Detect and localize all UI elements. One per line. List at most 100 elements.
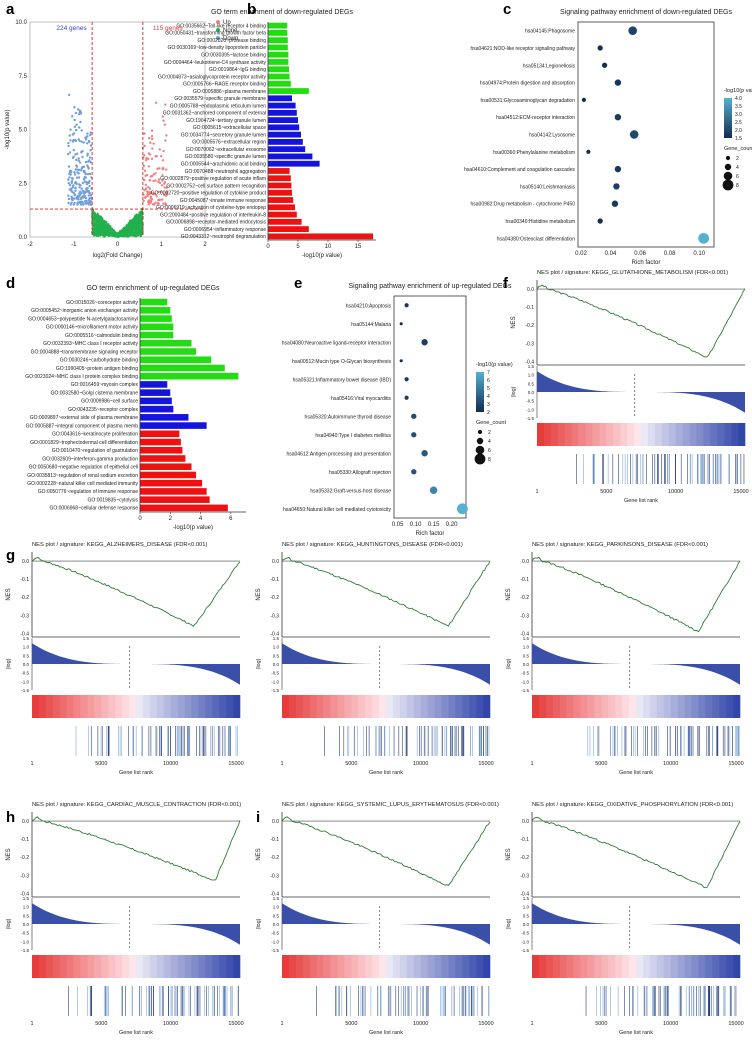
point-none (129, 219, 133, 223)
heatmap-cell (724, 423, 732, 446)
heatmap-cell (282, 955, 290, 978)
point-up (154, 192, 157, 196)
bar (140, 430, 180, 438)
heatmap-cell (309, 955, 317, 978)
category-label: hsa04940:Type I diabetes mellitus (315, 433, 391, 439)
bar (140, 389, 171, 396)
point-none (127, 232, 130, 235)
nes-curve (31, 816, 241, 881)
point-down (87, 181, 90, 184)
heatmap-cell (386, 955, 394, 978)
heatmap-cell (66, 955, 74, 978)
point-down (68, 188, 71, 191)
category-label: GO:0000146~microfilament motor activity (46, 325, 139, 331)
point-up (145, 190, 149, 193)
rank-axis-title: Gene list rank (369, 770, 403, 776)
nes-axis-title: NES (6, 848, 12, 860)
size-legend-title: Gene_count (724, 146, 752, 152)
point-down (80, 191, 83, 195)
heatmap-cell (302, 695, 311, 718)
y-tick-label: 5.0 (19, 128, 28, 134)
point-up (156, 202, 159, 205)
point-none (113, 231, 117, 234)
point-none (123, 226, 126, 229)
point-up (143, 178, 146, 182)
point-down (71, 133, 75, 136)
x-tick-label: -2 (27, 242, 33, 248)
gsea-title: NES plot / signature: KEGG_HUNTINGTONS_D… (282, 542, 463, 548)
heatmap-cell (455, 955, 463, 978)
heatmap-cell (365, 955, 373, 978)
category-label: GO:0005544~arachidonic acid binding (181, 162, 266, 168)
point-up (163, 123, 166, 126)
heatmap-cell (219, 955, 227, 978)
bar (268, 73, 290, 80)
legend-label: Up (223, 20, 231, 26)
point-none (91, 210, 94, 213)
point-none (140, 210, 144, 213)
point-down (70, 176, 74, 180)
x-tick-label: 0.04 (605, 251, 617, 257)
category-label: GO:0019864~IgG binding (209, 67, 266, 73)
color-legend-tick: 2.0 (735, 128, 742, 134)
x-tick-label: 0.08 (664, 251, 676, 257)
heatmap-cell (420, 955, 428, 978)
point-up (143, 144, 146, 148)
point-down (77, 138, 80, 141)
size-legend-dot (724, 163, 732, 171)
mid-axis-title: (log) (6, 658, 12, 669)
category-label: GO:0032393~MHC class I receptor activity (43, 341, 138, 347)
category-label: GO:0050680~negative regulation of epithe… (29, 465, 138, 471)
heatmap-cell (578, 423, 586, 446)
point-up (147, 165, 151, 168)
bubble (429, 486, 438, 494)
heatmap-cell (399, 955, 408, 978)
x-tick-label: 0.06 (634, 251, 646, 257)
legend-swatch (216, 28, 220, 32)
point-up (150, 135, 154, 138)
category-label: GO:0035579~specific granule membrane (174, 96, 266, 102)
category-label: hsa00982:Drug metabolism - cytochrome P4… (471, 202, 576, 208)
point-down (77, 172, 80, 175)
point-none (99, 231, 102, 234)
mid-tick-label: -1.0 (526, 407, 534, 412)
point-up (165, 186, 169, 189)
point-up (159, 190, 163, 193)
category-label: GO:0002752~cell surface pattern recognit… (166, 183, 266, 189)
point-down (70, 201, 73, 204)
heatmap-cell (441, 955, 449, 978)
mid-tick-label: 0.5 (23, 913, 30, 918)
rank-tick-label: 1 (30, 1021, 33, 1027)
point-none (135, 214, 138, 218)
heatmap-cell (122, 955, 130, 978)
category-label: GO:0005788~endoplasmic reticulum lumen (170, 103, 267, 109)
pathway-down-bubble-chart: Signaling pathway enrichment of down-reg… (464, 9, 752, 266)
bubble (614, 165, 622, 173)
x-tick-label: 4 (199, 516, 203, 522)
category-label: GO:0015026~coreceptor activity (66, 300, 138, 306)
mid-tick-label: -1.5 (526, 416, 534, 421)
heatmap-cell (101, 695, 109, 718)
mid-tick-label: 0.0 (523, 662, 530, 667)
bar (140, 364, 225, 372)
size-legend-tick: 4 (736, 165, 739, 171)
rank-tick-label: 1 (280, 761, 283, 767)
rank-tick-label: 10000 (663, 1021, 678, 1027)
category-label: GO:0009897~external side of plasma membr… (30, 415, 138, 421)
point-none (95, 225, 99, 228)
point-up (152, 179, 155, 183)
heatmap-cell (649, 695, 658, 718)
y-axis-title: -log10(p value) (5, 109, 11, 149)
point-up (149, 141, 152, 144)
point-none (104, 223, 107, 226)
rank-axis-title: Gene list rank (619, 1030, 653, 1036)
point-up (163, 181, 167, 184)
point-up (162, 149, 165, 153)
category-label: hsa04512:ECM-receptor interaction (496, 115, 575, 121)
heatmap-cell (557, 423, 566, 446)
heatmap-cell (372, 695, 380, 718)
point-up (165, 194, 168, 197)
rank-tick-label: 10000 (163, 761, 178, 767)
bar (268, 102, 296, 109)
point-down (67, 181, 70, 185)
